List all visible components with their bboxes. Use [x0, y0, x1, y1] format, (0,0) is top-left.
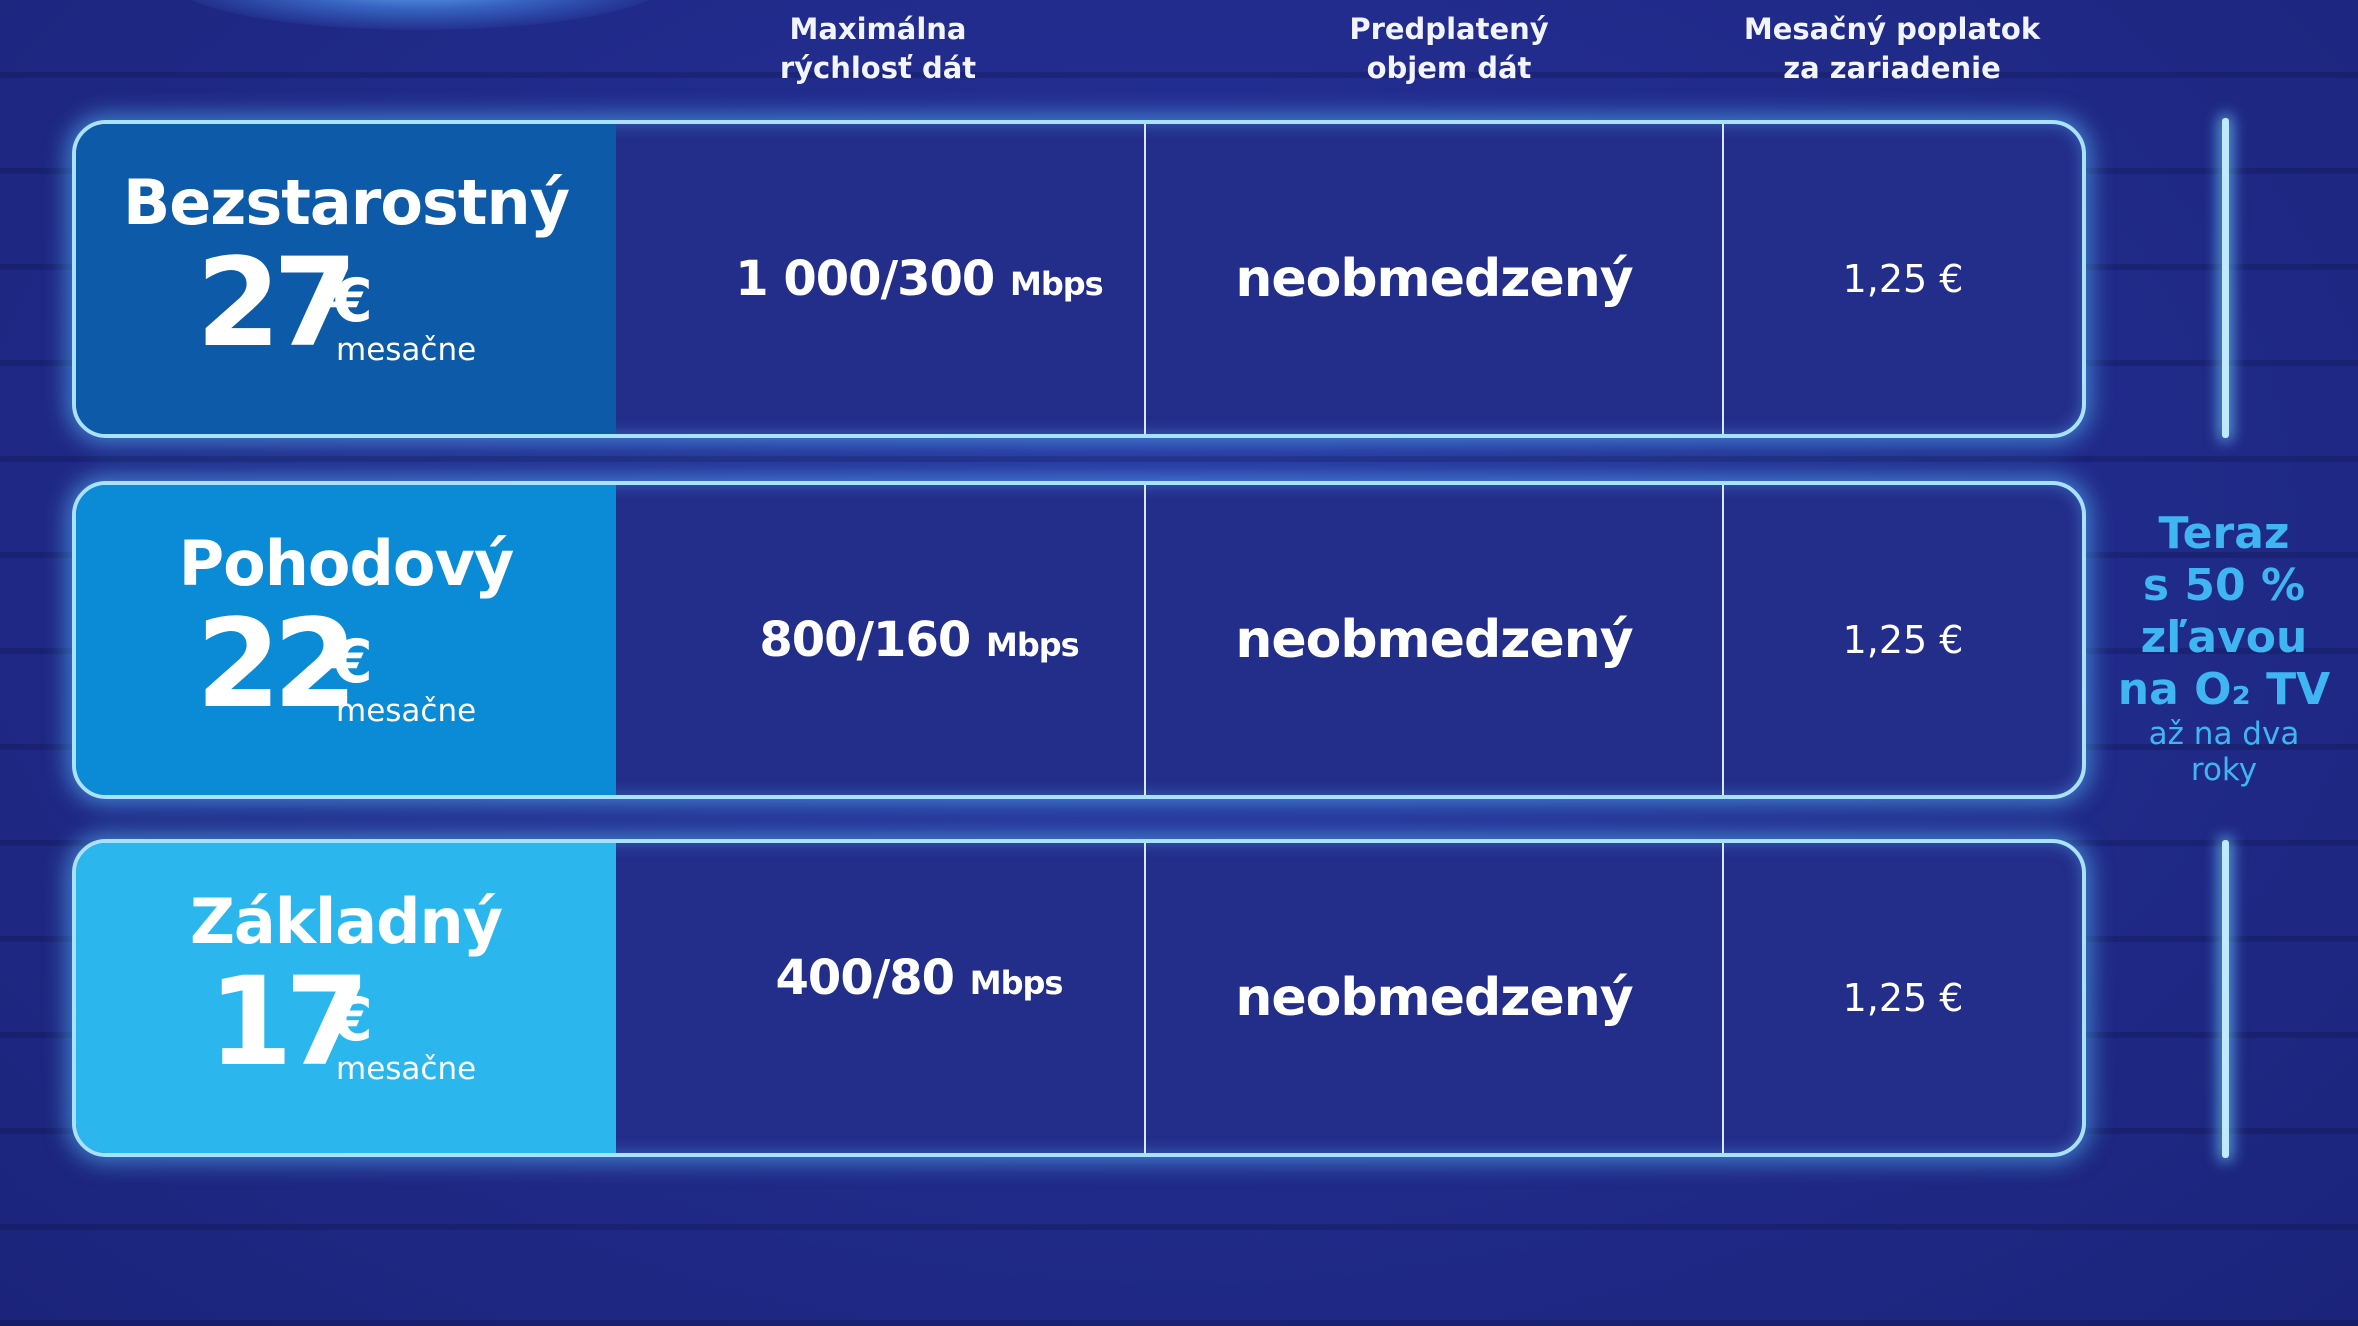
plan-fee-cell: 1,25 € [1724, 124, 2082, 434]
column-header-speed-line-2: rýchlosť dát [779, 51, 977, 85]
plan-speed-cell: 400/80 Mbps [616, 843, 1222, 1153]
plan-volume-cell: neobmedzený [1146, 843, 1722, 1153]
plan-volume-cell: neobmedzený [1146, 485, 1722, 795]
plan-volume: neobmedzený [1235, 968, 1633, 1028]
cell-divider [1144, 843, 1146, 1153]
plan-volume-cell: neobmedzený [1146, 124, 1722, 434]
promo-small-line-2: roky [2190, 752, 2258, 788]
plan-currency: € [331, 266, 373, 336]
plan-speed-unit: Mbps [969, 964, 1064, 1002]
plan-speed: 800/160 Mbps [759, 612, 1080, 668]
promo-line-3: zľavou [2140, 612, 2308, 663]
plan-fee: 1,25 € [1842, 976, 1964, 1020]
plan-fee: 1,25 € [1842, 257, 1964, 301]
plan-row-pohodovy[interactable]: Pohodový 22 € mesačne 800/160 Mbps neobm… [72, 481, 2086, 799]
column-header-volume: Predplatený objem dát [1269, 10, 1629, 88]
column-header-volume-line-2: objem dát [1366, 51, 1532, 85]
plan-speed: 400/80 Mbps [775, 950, 1064, 1006]
plan-price-panel: Bezstarostný 27 € mesačne [76, 124, 616, 434]
cell-divider [1144, 124, 1146, 434]
plan-currency: € [331, 985, 373, 1055]
plan-speed-value: 400/80 [775, 950, 956, 1006]
plan-volume: neobmedzený [1235, 249, 1633, 309]
promo-line-1: Teraz [2158, 508, 2290, 559]
plan-speed: 1 000/300 Mbps [735, 251, 1104, 307]
plan-fee: 1,25 € [1842, 618, 1964, 662]
plan-name: Bezstarostný [122, 166, 570, 239]
plan-speed-cell: 1 000/300 Mbps [616, 124, 1222, 434]
promo-divider-top [2222, 118, 2229, 438]
plan-name: Pohodový [178, 527, 515, 600]
promo-small-line-1: až na dva [2148, 716, 2300, 752]
plan-fee-cell: 1,25 € [1724, 843, 2082, 1153]
plan-volume: neobmedzený [1235, 610, 1633, 670]
plan-row-bezstarostny[interactable]: Bezstarostný 27 € mesačne 1 000/300 Mbps… [72, 120, 2086, 438]
promo-tv-discount: Teraz s 50 % zľavou na O₂ TV až na dva r… [2098, 508, 2350, 788]
promo-line-2: s 50 % [2142, 560, 2306, 611]
plan-speed-cell: 800/160 Mbps [616, 485, 1222, 795]
plan-fee-cell: 1,25 € [1724, 485, 2082, 795]
plan-price-panel: Základný 17 € mesačne [76, 843, 616, 1153]
column-header-volume-line-1: Predplatený [1349, 12, 1549, 46]
plan-speed-unit: Mbps [1010, 265, 1104, 303]
plan-period: mesačne [336, 1051, 477, 1087]
cell-divider [1144, 485, 1146, 795]
plan-speed-value: 1 000/300 [735, 251, 995, 307]
plan-currency: € [331, 627, 373, 697]
plan-name: Základný [189, 885, 503, 958]
cell-divider [1722, 843, 1724, 1153]
plan-price: 17 [208, 951, 370, 1093]
plan-speed-value: 800/160 [759, 612, 971, 668]
plan-price: 27 [196, 232, 358, 374]
column-header-speed-line-1: Maximálna [789, 12, 967, 46]
promo-divider-bottom [2222, 840, 2229, 1158]
plan-price-panel: Pohodový 22 € mesačne [76, 485, 616, 795]
column-header-fee: Mesačný poplatok za zariadenie [1712, 10, 2072, 88]
cell-divider [1722, 124, 1724, 434]
plan-period: mesačne [336, 332, 477, 368]
promo-line-4: na O₂ TV [2117, 664, 2331, 715]
column-header-fee-line-1: Mesačný poplatok [1743, 12, 2041, 46]
plan-price: 22 [196, 593, 358, 735]
plan-row-zakladny[interactable]: Základný 17 € mesačne 400/80 Mbps neobme… [72, 839, 2086, 1157]
column-header-fee-line-2: za zariadenie [1783, 51, 2001, 85]
plan-speed-unit: Mbps [985, 626, 1080, 664]
cell-divider [1722, 485, 1724, 795]
plan-period: mesačne [336, 693, 477, 729]
column-header-speed: Maximálna rýchlosť dát [698, 10, 1058, 88]
